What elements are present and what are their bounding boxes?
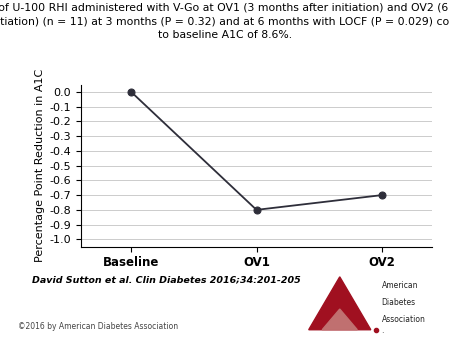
Text: David Sutton et al. Clin Diabetes 2016;34:201-205: David Sutton et al. Clin Diabetes 2016;3… bbox=[32, 275, 300, 285]
Text: Diabetes: Diabetes bbox=[382, 298, 416, 307]
Polygon shape bbox=[322, 309, 357, 330]
Text: Association: Association bbox=[382, 315, 426, 324]
Text: Impact of U-100 RHI administered with V-Go at OV1 (3 months after initiation) an: Impact of U-100 RHI administered with V-… bbox=[0, 3, 450, 40]
Y-axis label: Percentage Point Reduction in A1C: Percentage Point Reduction in A1C bbox=[36, 69, 45, 262]
Polygon shape bbox=[309, 277, 371, 330]
Text: ©2016 by American Diabetes Association: ©2016 by American Diabetes Association bbox=[18, 321, 178, 331]
Text: .: . bbox=[382, 326, 384, 335]
Text: American: American bbox=[382, 281, 418, 290]
